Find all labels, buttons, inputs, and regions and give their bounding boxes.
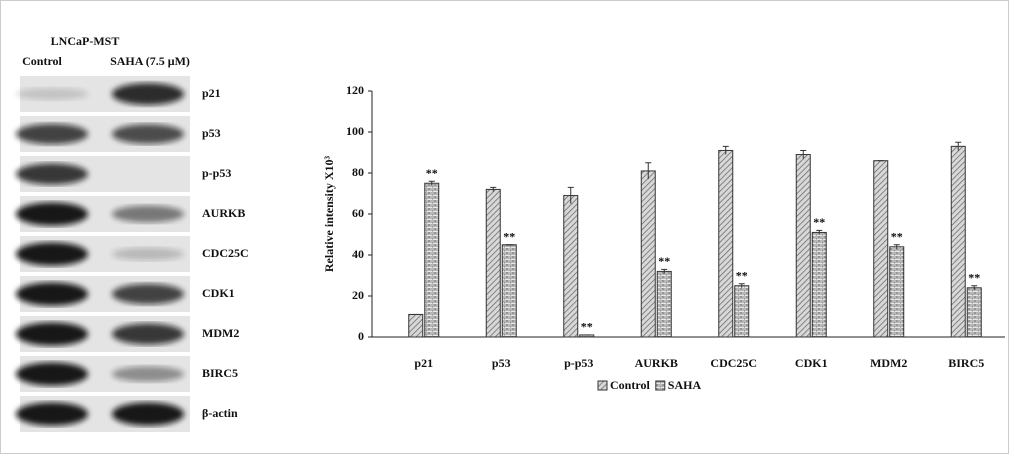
bar xyxy=(719,150,733,337)
bar-chart: 0 20 40 60 80 100 120 Relative intensity X10³ p2… xyxy=(322,83,1005,392)
cell-line: LNCaP-MST xyxy=(51,34,120,48)
significance: ** xyxy=(503,230,515,244)
significance: ** xyxy=(581,320,593,334)
bar xyxy=(967,288,981,337)
significance: ** xyxy=(968,271,980,285)
y-tick-label: 0 xyxy=(358,329,364,343)
bar xyxy=(564,196,578,337)
blot-band xyxy=(112,366,184,382)
bar xyxy=(951,146,965,337)
legend-label: Control xyxy=(610,378,650,392)
legend-swatch xyxy=(656,381,665,390)
x-tick-label: BIRC5 xyxy=(948,356,984,370)
x-tick-label: p53 xyxy=(492,356,511,370)
x-tick-label: p21 xyxy=(414,356,433,370)
significance: ** xyxy=(658,254,670,268)
significance: ** xyxy=(426,166,438,180)
bar xyxy=(502,245,516,337)
blot-band xyxy=(112,402,184,425)
blot-band xyxy=(16,88,88,100)
blot-band xyxy=(16,202,88,225)
x-tick-label: CDK1 xyxy=(795,356,828,370)
blot-band xyxy=(112,248,184,261)
blot-band xyxy=(16,362,88,385)
x-tick-label: p-p53 xyxy=(564,356,593,370)
blot-band xyxy=(16,163,88,184)
figure: LNCaP-MST Control SAHA (7.5 μM) p21 p53 p-… xyxy=(0,0,1014,454)
y-axis-label: Relative intensity X10³ xyxy=(322,155,336,272)
x-tick-label: CDC25C xyxy=(710,356,757,370)
band-label: CDC25C xyxy=(202,246,249,260)
bar xyxy=(735,286,749,337)
blot-band xyxy=(112,124,184,144)
band-label: BIRC5 xyxy=(202,366,238,380)
band-label: p-p53 xyxy=(202,166,231,180)
legend-label: SAHA xyxy=(668,378,702,392)
y-tick-label: 80 xyxy=(352,165,364,179)
y-tick-label: 100 xyxy=(346,124,364,138)
lane-label: Control xyxy=(22,54,62,68)
band-label: p21 xyxy=(202,86,221,100)
lane-label: SAHA (7.5 μM) xyxy=(110,54,190,68)
blot-panel: p21 p53 p-p53 AURKB CDC25C CDK1 MDM2 BIRC5 β-act… xyxy=(16,76,249,432)
bar xyxy=(486,189,500,337)
band-label: β-actin xyxy=(202,406,238,420)
band-label: p53 xyxy=(202,126,221,140)
blot-band xyxy=(112,284,184,305)
bar xyxy=(812,232,826,337)
blot-band xyxy=(16,242,88,265)
significance: ** xyxy=(891,230,903,244)
band-label: CDK1 xyxy=(202,286,235,300)
blot-band xyxy=(112,83,184,105)
blot-band xyxy=(16,402,88,425)
x-tick-label: AURKB xyxy=(635,356,678,370)
y-tick-label: 40 xyxy=(352,247,364,261)
blot-band xyxy=(112,323,184,344)
y-tick-label: 20 xyxy=(352,288,364,302)
blot-band xyxy=(16,322,88,345)
x-tick-label: MDM2 xyxy=(870,356,907,370)
bar xyxy=(796,155,810,337)
blot-band xyxy=(16,124,88,145)
y-tick-label: 120 xyxy=(346,83,364,97)
bar xyxy=(874,161,888,337)
blot-band xyxy=(112,206,184,223)
band-label: MDM2 xyxy=(202,326,239,340)
legend-swatch xyxy=(598,381,607,390)
blot-band xyxy=(16,282,88,305)
y-tick-label: 60 xyxy=(352,206,364,220)
band-label: AURKB xyxy=(202,206,245,220)
bar xyxy=(409,314,423,337)
bar xyxy=(890,247,904,337)
bar xyxy=(425,183,439,337)
significance: ** xyxy=(813,215,825,229)
bar xyxy=(657,271,671,337)
significance: ** xyxy=(736,268,748,282)
bar xyxy=(641,171,655,337)
